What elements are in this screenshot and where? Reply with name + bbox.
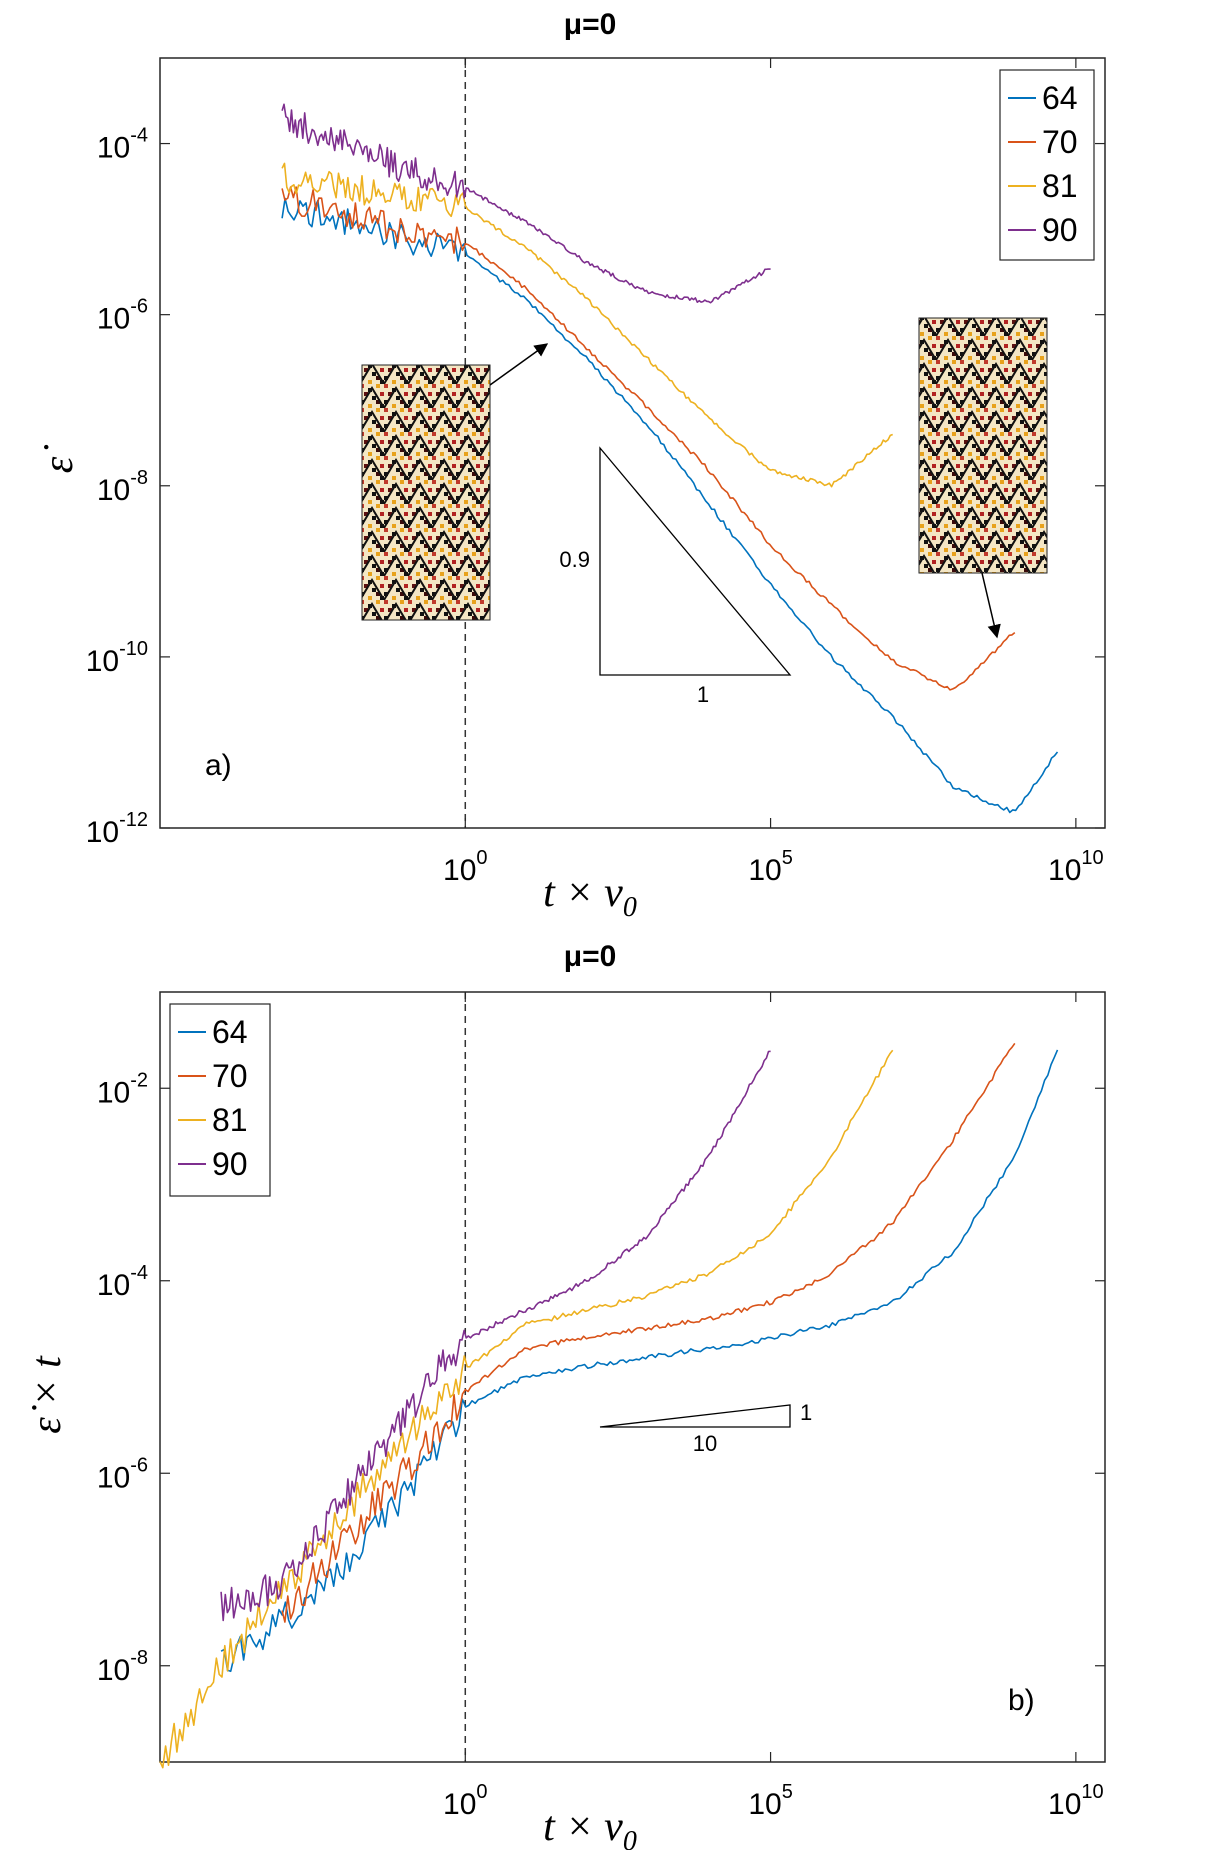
panel-b-xlabel: t × ν0 bbox=[543, 1804, 637, 1850]
x-tick-label: 105 bbox=[748, 847, 793, 887]
panel-a-slope-horizontal-label: 1 bbox=[697, 682, 709, 707]
panel-b-slope-triangle bbox=[599, 1404, 791, 1428]
series-line-70 bbox=[281, 1042, 1016, 1623]
series-line-64 bbox=[281, 197, 1059, 814]
x-tick-label: 100 bbox=[443, 847, 488, 887]
x-tick-label: 1010 bbox=[1048, 847, 1104, 887]
svg-text:t × ν0: t × ν0 bbox=[543, 1804, 637, 1850]
panel-a-slope-triangle bbox=[599, 446, 792, 676]
panel-a-ylabel: ε̇ bbox=[36, 445, 82, 474]
legend-label-70: 70 bbox=[1042, 124, 1078, 160]
panel-b-slope-vertical-label: 1 bbox=[800, 1400, 812, 1425]
panel-b-slope-horizontal-label: 10 bbox=[693, 1431, 717, 1456]
series-line-70 bbox=[281, 186, 1016, 691]
series-line-90 bbox=[220, 1050, 771, 1622]
panel-b-ylabel: ε̇ × t bbox=[24, 1355, 70, 1434]
y-tick-label: 10-8 bbox=[97, 1647, 148, 1687]
legend-label-64: 64 bbox=[212, 1014, 248, 1050]
y-tick-label: 10-4 bbox=[97, 125, 148, 165]
x-tick-label: 100 bbox=[443, 1781, 488, 1821]
panel-a: μ=0 100 105 1010 10-12 10-10 10-8 10-6 10-4 0.9… bbox=[36, 8, 1106, 923]
series-line-81 bbox=[159, 1049, 894, 1769]
inset-right-arrow bbox=[981, 572, 1001, 639]
legend-label-90: 90 bbox=[1042, 212, 1078, 248]
inset-left-arrow bbox=[489, 343, 549, 386]
legend-label-90: 90 bbox=[212, 1146, 248, 1182]
inset-image-right bbox=[918, 317, 1048, 574]
series-line-90 bbox=[281, 103, 771, 304]
panel-a-label: a) bbox=[205, 749, 232, 782]
legend-label-70: 70 bbox=[212, 1058, 248, 1094]
panel-b-axes-box bbox=[159, 991, 1106, 1763]
y-tick-label: 10-2 bbox=[97, 1069, 148, 1109]
panel-a-title: μ=0 bbox=[564, 8, 617, 41]
legend-box bbox=[999, 69, 1095, 261]
panel-b-label: b) bbox=[1008, 1684, 1035, 1717]
y-tick-label: 10-6 bbox=[97, 1454, 148, 1494]
panel-a-legend: 64 70 81 90 bbox=[999, 69, 1095, 261]
panel-a-slope-vertical-label: 0.9 bbox=[559, 547, 590, 572]
series-line-81 bbox=[281, 162, 893, 488]
x-tick-label: 1010 bbox=[1048, 1781, 1104, 1821]
legend-label-81: 81 bbox=[212, 1102, 248, 1138]
legend-label-81: 81 bbox=[1042, 168, 1078, 204]
legend-label-64: 64 bbox=[1042, 80, 1078, 116]
panel-a-xlabel: t × ν0 bbox=[543, 870, 637, 923]
panel-b: μ=0 100 105 1010 10-8 10-6 10-4 10-2 1 10 b) 6… bbox=[24, 940, 1106, 1850]
series-line-64 bbox=[220, 1049, 1059, 1673]
svg-text:t × ν0: t × ν0 bbox=[543, 870, 637, 923]
panel-a-series bbox=[281, 103, 1059, 814]
panel-b-legend: 64 70 81 90 bbox=[169, 1003, 271, 1197]
panel-b-ticks: 100 105 1010 10-8 10-6 10-4 10-2 bbox=[97, 992, 1105, 1821]
panel-b-title: μ=0 bbox=[564, 940, 617, 973]
y-tick-label: 10-10 bbox=[86, 638, 148, 678]
y-tick-label: 10-4 bbox=[97, 1262, 148, 1302]
panel-a-axes-box bbox=[159, 57, 1106, 829]
y-tick-label: 10-8 bbox=[97, 467, 148, 507]
panel-a-ticks: 100 105 1010 10-12 10-10 10-8 10-6 10-4 bbox=[86, 58, 1105, 887]
panel-b-series bbox=[159, 1042, 1059, 1769]
y-tick-label: 10-6 bbox=[97, 296, 148, 336]
inset-image-left bbox=[361, 364, 491, 621]
x-tick-label: 105 bbox=[748, 1781, 793, 1821]
y-tick-label: 10-12 bbox=[86, 809, 148, 849]
